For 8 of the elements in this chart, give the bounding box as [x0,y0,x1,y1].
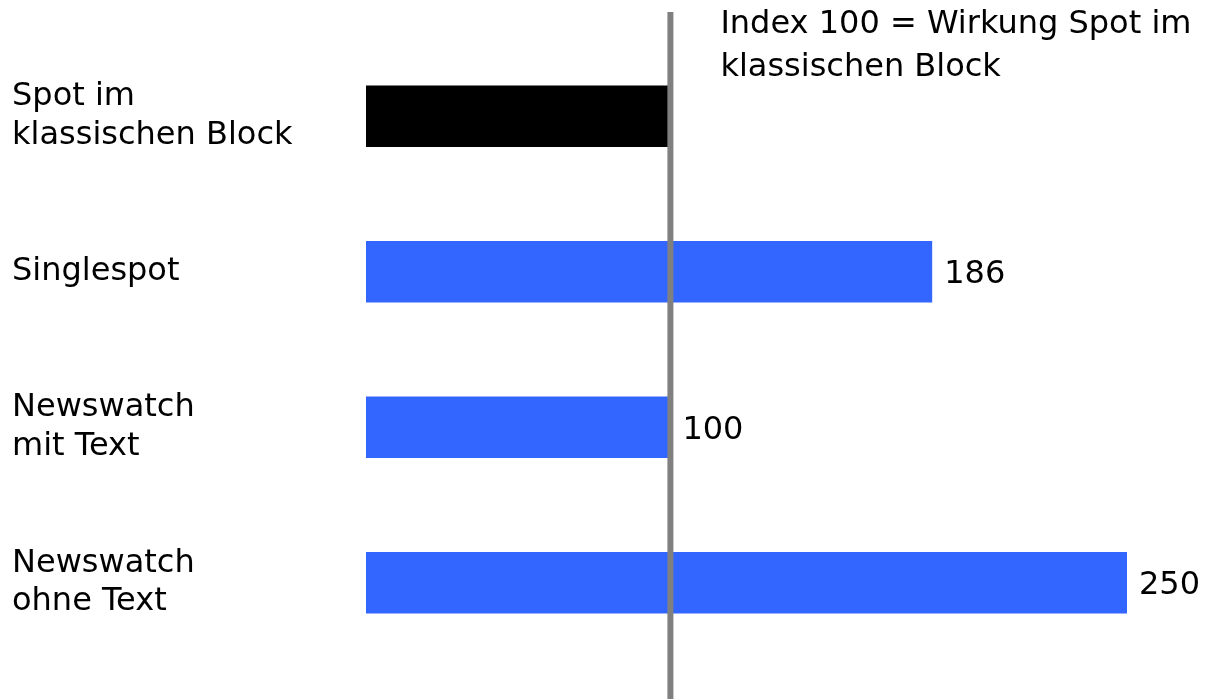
y-tick-label: Newswatch mit Text [12,386,195,463]
ref-line-label: Index 100 = Wirkung Spot im klassischen Block [720,3,1192,85]
data-label: 250 [1139,564,1201,603]
y-tick-label: Singlespot [12,250,180,289]
y-tick-label: Newswatch ohne Text [12,541,195,619]
data-label: 100 [682,408,744,447]
data-label: 186 [944,253,1006,292]
y-tick-label: Spot im klassischen Block [12,75,293,152]
